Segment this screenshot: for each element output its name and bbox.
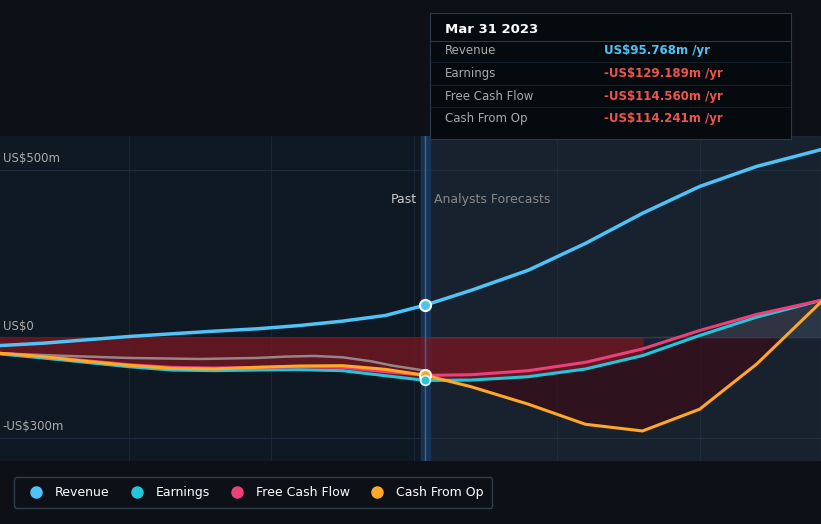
Text: Analysts Forecasts: Analysts Forecasts [434,193,550,206]
Text: Cash From Op: Cash From Op [445,112,527,125]
Text: Past: Past [391,193,417,206]
Text: -US$114.560m /yr: -US$114.560m /yr [603,90,722,103]
Text: -US$114.241m /yr: -US$114.241m /yr [603,112,722,125]
Text: US$95.768m /yr: US$95.768m /yr [603,45,709,57]
Text: US$500m: US$500m [2,152,60,165]
Text: -US$129.189m /yr: -US$129.189m /yr [603,67,722,80]
Text: -US$300m: -US$300m [2,420,64,433]
Bar [425,136,821,461]
Text: Earnings: Earnings [445,67,496,80]
Bar [421,136,429,461]
Text: Revenue: Revenue [445,45,496,57]
Text: Free Cash Flow: Free Cash Flow [445,90,533,103]
Text: US$0: US$0 [2,320,34,333]
Legend: Revenue, Earnings, Free Cash Flow, Cash From Op: Revenue, Earnings, Free Cash Flow, Cash … [15,477,493,508]
Text: Mar 31 2023: Mar 31 2023 [445,23,538,36]
